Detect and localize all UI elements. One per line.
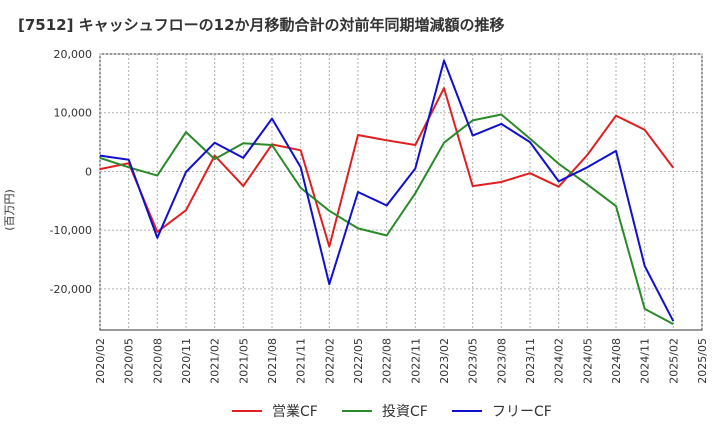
x-tick-label: 2024/08 [610,338,623,384]
x-tick-label: 2025/02 [667,338,680,384]
x-tick-label: 2023/02 [438,338,451,384]
series-line-投資CF [99,113,674,325]
x-tick-label: 2024/02 [553,338,566,384]
x-tick-label: 2020/05 [123,338,136,384]
legend-label: 投資CF [382,404,428,420]
chart-title: [7512] キャッシュフローの12か月移動合計の対前年同期増減額の推移 [18,16,505,34]
x-tick-label: 2022/11 [409,338,422,384]
x-tick-label: 2020/02 [94,338,107,384]
series-line-営業CF [99,87,675,248]
y-tick-label: 0 [85,165,92,178]
y-tick-label: 10,000 [54,107,93,120]
legend-label: フリーCF [492,404,552,420]
x-tick-label: 2025/05 [696,338,709,384]
x-tick-label: 2021/05 [237,338,250,384]
y-tick-label: -20,000 [50,283,92,296]
series-line-フリーCF [99,59,675,322]
x-tick-label: 2024/05 [581,338,594,384]
y-tick-label: 20,000 [54,48,93,61]
x-tick-label: 2022/08 [381,338,394,384]
x-tick-label: 2021/02 [209,338,222,384]
x-tick-label: 2022/02 [323,338,336,384]
x-tick-label: 2023/08 [495,338,508,384]
x-tick-label: 2021/11 [295,338,308,384]
x-tick-label: 2020/08 [151,338,164,384]
x-tick-label: 2023/05 [467,338,480,384]
y-tick-label: -10,000 [50,224,92,237]
x-tick-label: 2021/08 [266,338,279,384]
x-tick-label: 2020/11 [180,338,193,384]
x-tick-label: 2023/11 [524,338,537,384]
legend-label: 営業CF [272,404,318,420]
x-tick-label: 2022/05 [352,338,365,384]
x-tick-label: 2024/11 [639,338,652,384]
